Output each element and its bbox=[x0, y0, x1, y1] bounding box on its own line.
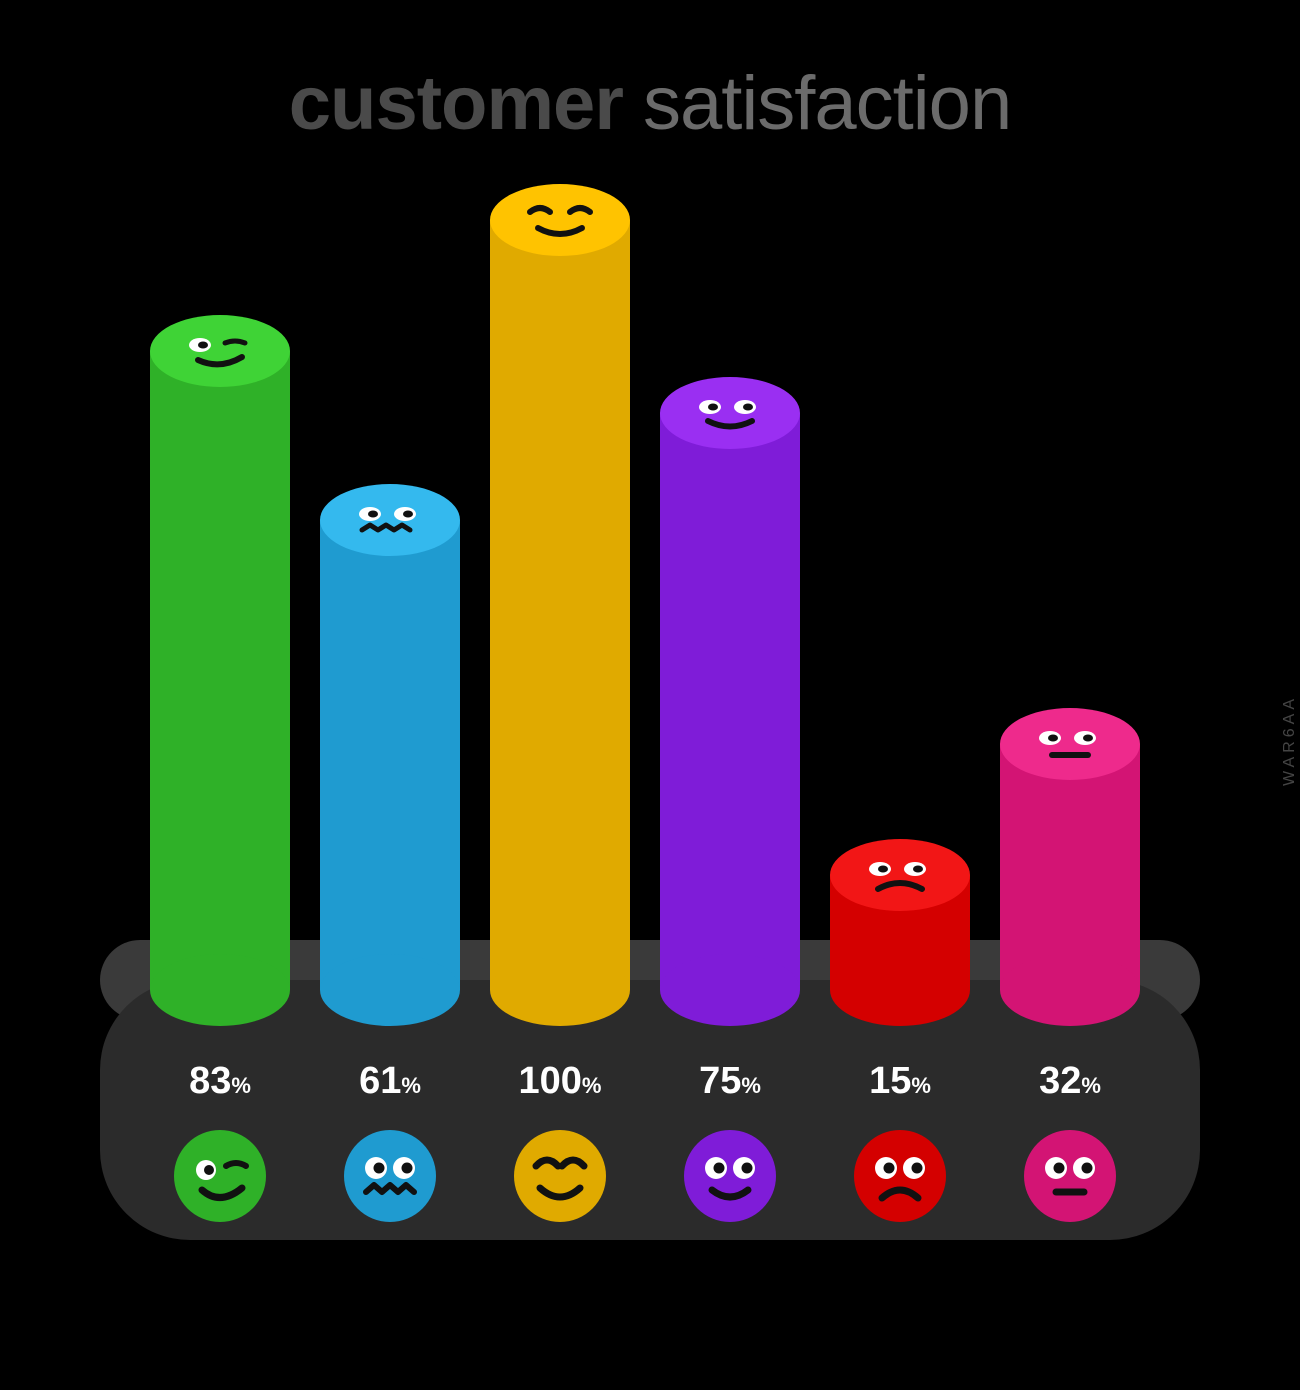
title-word-1: customer bbox=[289, 61, 623, 146]
bar-face-icon bbox=[490, 184, 630, 256]
bar-column bbox=[660, 413, 800, 991]
emoji-icon bbox=[344, 1130, 436, 1222]
emoji-icon bbox=[514, 1130, 606, 1222]
emoji-icon bbox=[174, 1130, 266, 1222]
title-word-2: satisfaction bbox=[643, 61, 1011, 146]
bar-column bbox=[1000, 744, 1140, 990]
chart-title: customer satisfaction bbox=[0, 60, 1300, 147]
bar-column bbox=[150, 351, 290, 990]
bar-chart bbox=[150, 210, 1150, 990]
value-label: 32% bbox=[1000, 1060, 1140, 1103]
emoji-icon bbox=[684, 1130, 776, 1222]
bar-face-icon bbox=[830, 839, 970, 911]
bar-column bbox=[320, 520, 460, 990]
value-label: 61% bbox=[320, 1060, 460, 1103]
value-label: 15% bbox=[830, 1060, 970, 1103]
bar-column bbox=[830, 875, 970, 991]
watermark: WAR6AA bbox=[1281, 695, 1299, 786]
bar-face-icon bbox=[150, 315, 290, 387]
value-label: 83% bbox=[150, 1060, 290, 1103]
value-label: 75% bbox=[660, 1060, 800, 1103]
bar-face-icon bbox=[660, 377, 800, 449]
bar-face-icon bbox=[1000, 708, 1140, 780]
bar-column bbox=[490, 220, 630, 990]
bar-face-icon bbox=[320, 484, 460, 556]
value-labels: 83% 61% 100% 75% 15% 32% bbox=[150, 1060, 1150, 1110]
value-label: 100% bbox=[490, 1060, 630, 1103]
emoji-icon bbox=[854, 1130, 946, 1222]
emoji-legend bbox=[150, 1130, 1150, 1230]
emoji-icon bbox=[1024, 1130, 1116, 1222]
